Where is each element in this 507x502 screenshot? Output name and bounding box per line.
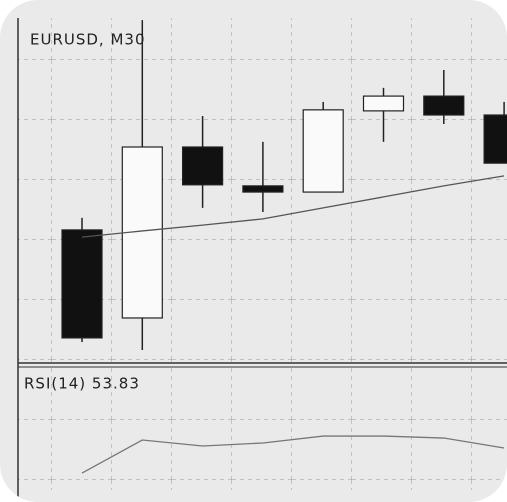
candle-body [303,110,343,192]
candle-body [424,96,464,115]
page: EURUSD, M30 RSI(14) 53.83 (() => { const… [0,0,507,502]
candle-body [62,230,102,338]
candle-body [243,186,283,192]
chart-title: EURUSD, M30 [30,31,146,49]
candle-body [484,115,507,163]
indicator-title: RSI(14) 53.83 [24,375,140,393]
candle-body [364,96,404,111]
chart: EURUSD, M30 RSI(14) 53.83 [0,0,507,502]
candle-body [183,147,223,185]
